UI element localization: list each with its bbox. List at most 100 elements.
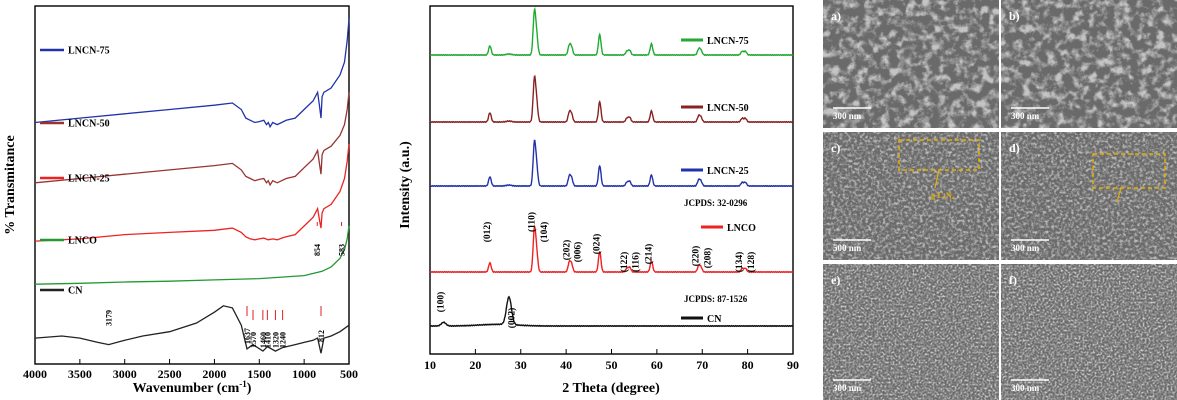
xrd-hkl-label: (128)	[746, 252, 757, 273]
xrd-hkl-label: (214)	[643, 244, 654, 265]
sem-texture	[1001, 264, 1177, 400]
xrd-xtick-label: 30	[515, 358, 527, 372]
sem-tile: c) 500 nm g-C₃N₄	[823, 132, 999, 260]
ftir-series-lncn-75	[34, 18, 350, 129]
xrd-hkl-label: (134)	[734, 252, 745, 273]
ftir-legend-label: CN	[68, 286, 83, 297]
sem-panel-label: c)	[831, 141, 840, 155]
sem-highlight-box	[1092, 153, 1166, 189]
xrd-xlabel: 2 Theta (degree)	[562, 381, 660, 396]
sem-texture	[1001, 0, 1177, 128]
xrd-legend-label: LNCN-75	[707, 36, 749, 47]
ftir-xtick-label: 2500	[158, 367, 182, 381]
ftir-annotation: 812	[317, 330, 326, 342]
ftir-legend-label: LNCN-25	[68, 174, 110, 185]
sem-tile: f) 300 nm	[1001, 264, 1177, 400]
ftir-chart: 4000 3500 3000 2500 2000 1500 1000 500 LNCN-75L…	[3, 5, 358, 396]
ftir-legend: LNCN-75 LNCN-50 LNCN-25 LNCO CN	[40, 46, 110, 297]
sem-highlight-pointer	[934, 169, 940, 189]
ftir-series-lnco	[34, 225, 350, 285]
sem-panel-label: a)	[831, 9, 841, 23]
ftir-ylabel: % Transmitance	[3, 135, 18, 234]
xrd-hkl-label: (024)	[592, 234, 603, 255]
xrd-ylabel: Intensity (a.u.)	[398, 141, 413, 229]
ftir-annotation: 1320	[271, 332, 280, 348]
ftir-series-cn	[34, 305, 350, 354]
sem-panel-label: d)	[1009, 141, 1020, 155]
xrd-hkl-label: (208)	[702, 248, 713, 269]
xrd-hkl-label: (202)	[561, 240, 572, 261]
xrd-series-lncn-50	[429, 74, 794, 124]
xrd-chart: 10 20 30 40 50 60 70 80 90 LNCN-75 LNCN-50 LNCN-25…	[398, 5, 799, 396]
sem-panel-label: f)	[1009, 273, 1017, 287]
sem-texture	[823, 264, 999, 400]
xrd-xtick-label: 60	[651, 358, 663, 372]
sem-tile: a) 300 nm	[823, 0, 999, 128]
ftir-xtick-label: 4000	[23, 367, 47, 381]
sem-scale-label: 500 nm	[833, 243, 862, 253]
sem-highlight-pointer	[1116, 187, 1122, 203]
xrd-series-lncn-75	[429, 6, 794, 57]
sem-scale-label: 300 nm	[1011, 383, 1040, 393]
sem-panel-label: b)	[1009, 9, 1020, 23]
ftir-xtick-label: 500	[340, 367, 358, 381]
ftir-ticks: 4000 3500 3000 2500 2000 1500 1000 500	[23, 359, 358, 381]
ftir-annotation: 583	[338, 244, 347, 256]
xrd-hkl-label: (002)	[506, 308, 517, 329]
ftir-annotation: 854	[313, 244, 322, 256]
xrd-legend-label: LNCO	[727, 223, 756, 234]
xrd-legend-label: LNCN-50	[707, 103, 749, 114]
sem-scale-label: 300 nm	[833, 111, 862, 121]
sem-tile: e) 300 nm	[823, 264, 999, 400]
xrd-series-cn	[429, 295, 794, 328]
ftir-annotation: 1570	[249, 332, 258, 348]
xrd-hkl-label: (100)	[436, 292, 447, 313]
xrd-hkl-label: (122)	[619, 252, 630, 273]
xrd-jcpds-2: JCPDS: 87-1526	[684, 294, 748, 304]
ftir-legend-label: LNCN-50	[68, 119, 110, 130]
xrd-legend-label: LNCN-25	[707, 166, 749, 177]
sem-tile: d) 300 nm	[1001, 132, 1177, 260]
ftir-series-lncn-50	[34, 92, 350, 187]
ftir-xtick-label: 1000	[292, 367, 316, 381]
ftir-annotation: 1410	[263, 332, 272, 348]
xrd-legend-label: CN	[707, 314, 722, 325]
xrd-series-lnco	[429, 225, 794, 274]
ftir-series-group	[34, 18, 350, 354]
xrd-hkl-label: (012)	[482, 222, 493, 243]
xrd-xtick-label: 50	[606, 358, 618, 372]
ftir-plot-area: 4000 3500 3000 2500 2000 1500 1000 500 LNCN-75L…	[23, 5, 358, 381]
xrd-xtick-label: 20	[469, 358, 481, 372]
xrd-jcpds-1: JCPDS: 32-0296	[684, 198, 748, 208]
xrd-xtick-label: 90	[787, 358, 799, 372]
ftir-xtick-label: 3000	[113, 367, 137, 381]
xrd-series-group	[429, 6, 794, 328]
ftir-xtick-label: 2000	[202, 367, 226, 381]
xrd-series-lncn-25	[429, 139, 794, 188]
sem-texture	[823, 0, 999, 128]
xrd-xtick-label: 10	[424, 358, 436, 372]
sem-highlight-note: g-C₃N₄	[931, 191, 955, 200]
ftir-legend-label: LNCO	[68, 236, 97, 247]
ftir-series-lncn-25	[34, 143, 350, 242]
sem-scale-label: 300 nm	[833, 383, 862, 393]
xrd-legend: LNCN-75 LNCN-50 LNCN-25 LNCO CN	[681, 36, 756, 325]
ftir-xtick-label: 3500	[68, 367, 92, 381]
ftir-annotation: 1637	[243, 328, 252, 344]
xrd-hkl-label: (116)	[631, 252, 642, 272]
xrd-hkl-label: (220)	[691, 246, 702, 267]
xrd-xtick-label: 80	[742, 358, 754, 372]
xrd-hkl-label: (006)	[573, 242, 584, 263]
ftir-annotation: 1460	[259, 332, 268, 348]
ftir-legend-label: LNCN-75	[68, 46, 110, 57]
xrd-xtick-label: 70	[696, 358, 708, 372]
sem-scale-label: 300 nm	[1011, 243, 1040, 253]
xrd-hkl-label: (110)	[526, 212, 537, 232]
sem-texture	[823, 132, 999, 260]
ftir-xtick-label: 1500	[247, 367, 271, 381]
ftir-annotation: 3179	[105, 310, 114, 326]
xrd-ticks: 10 20 30 40 50 60 70 80 90	[424, 349, 799, 372]
